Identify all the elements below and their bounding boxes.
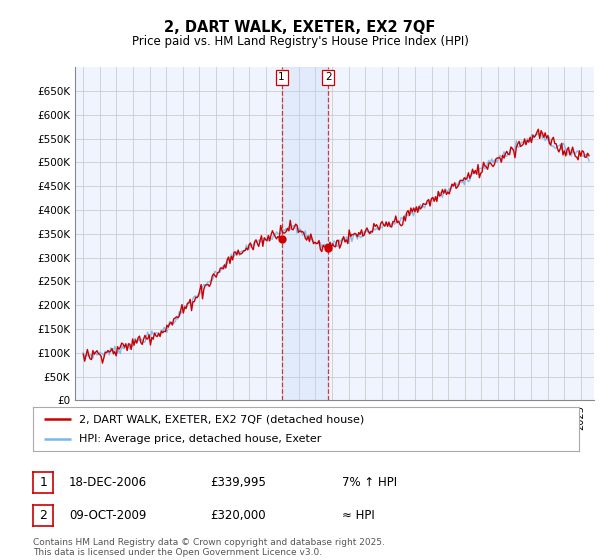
Text: Price paid vs. HM Land Registry's House Price Index (HPI): Price paid vs. HM Land Registry's House … xyxy=(131,35,469,48)
Text: 1: 1 xyxy=(278,72,285,82)
Text: Contains HM Land Registry data © Crown copyright and database right 2025.
This d: Contains HM Land Registry data © Crown c… xyxy=(33,538,385,557)
Text: 2, DART WALK, EXETER, EX2 7QF (detached house): 2, DART WALK, EXETER, EX2 7QF (detached … xyxy=(79,414,365,424)
Text: 09-OCT-2009: 09-OCT-2009 xyxy=(69,509,146,522)
Text: £339,995: £339,995 xyxy=(210,475,266,489)
Text: 2, DART WALK, EXETER, EX2 7QF: 2, DART WALK, EXETER, EX2 7QF xyxy=(164,20,436,35)
Text: 2: 2 xyxy=(325,72,332,82)
Text: 18-DEC-2006: 18-DEC-2006 xyxy=(69,475,147,489)
Bar xyxy=(281,67,328,400)
Text: 2: 2 xyxy=(39,509,47,522)
Text: £320,000: £320,000 xyxy=(210,509,266,522)
Text: HPI: Average price, detached house, Exeter: HPI: Average price, detached house, Exet… xyxy=(79,434,322,444)
Text: 7% ↑ HPI: 7% ↑ HPI xyxy=(342,475,397,489)
Text: ≈ HPI: ≈ HPI xyxy=(342,509,375,522)
Text: 1: 1 xyxy=(39,475,47,489)
